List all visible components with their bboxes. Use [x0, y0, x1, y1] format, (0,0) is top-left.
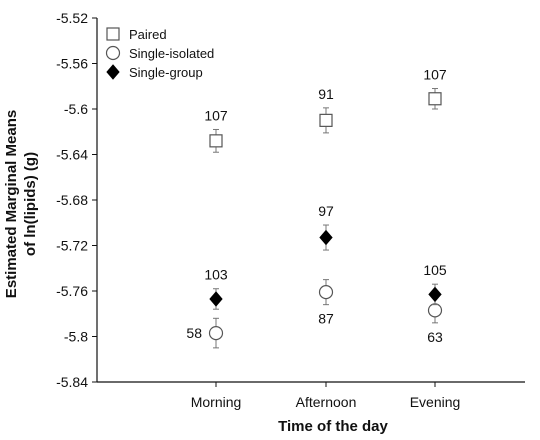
legend-marker-circle-open: [105, 45, 121, 61]
marks-layer: [208, 88, 443, 349]
legend: Paired Single-isolated Single-group: [99, 20, 253, 83]
data-label: 107: [204, 107, 228, 123]
ticks-layer: -5.52 -5.56 -5.6 -5.64 -5.68 -5.72 -5.76 -5.8 -5…: [56, 10, 460, 410]
data-label: 87: [318, 311, 334, 327]
data-point-square-open: [319, 113, 333, 127]
y-axis-title-line-2: of ln(lipids) (g): [22, 152, 39, 256]
data-label: 105: [423, 262, 447, 278]
legend-marker-diamond-filled: [106, 64, 120, 80]
legend-box: [99, 20, 253, 83]
y-tick-label: -5.76: [56, 283, 88, 299]
data-label: 107: [423, 67, 447, 83]
data-label: 58: [186, 325, 202, 341]
legend-label: Paired: [129, 27, 167, 42]
legend-marker-square-open: [106, 27, 120, 41]
y-tick-label: -5.64: [56, 147, 88, 163]
data-point-circle-open: [318, 285, 334, 300]
y-axis-title-line-1: Estimated Marginal Means: [3, 110, 20, 298]
legend-label: Single-isolated: [129, 46, 214, 61]
data-label: 97: [318, 203, 334, 219]
data-point-diamond-filled: [209, 291, 223, 307]
data-label: 91: [318, 86, 334, 102]
data-label: 63: [427, 329, 443, 345]
y-tick-label: -5.84: [56, 374, 88, 390]
y-tick-label: -5.6: [64, 101, 88, 117]
x-axis-title: Time of the day: [278, 418, 388, 435]
legend-label: Single-group: [129, 65, 203, 80]
x-tick-label: Morning: [191, 394, 242, 410]
y-tick-label: -5.8: [64, 329, 88, 345]
data-label: 103: [204, 267, 228, 283]
x-tick-label: Evening: [410, 394, 461, 410]
data-point-diamond-filled: [428, 286, 442, 303]
y-tick-label: -5.56: [56, 56, 88, 72]
data-point-diamond-filled: [319, 229, 333, 246]
data-point-circle-open: [208, 325, 224, 341]
data-point-circle-open: [427, 303, 443, 318]
data-point-square-open: [209, 134, 223, 148]
y-tick-label: -5.68: [56, 192, 88, 208]
data-point-square-open: [428, 92, 442, 106]
y-tick-label: -5.72: [56, 238, 88, 254]
data-labels-layer: 107 91 107 58 87 63 103 97 105: [186, 67, 446, 345]
x-tick-label: Afternoon: [296, 394, 357, 410]
y-tick-label: -5.52: [56, 10, 88, 26]
